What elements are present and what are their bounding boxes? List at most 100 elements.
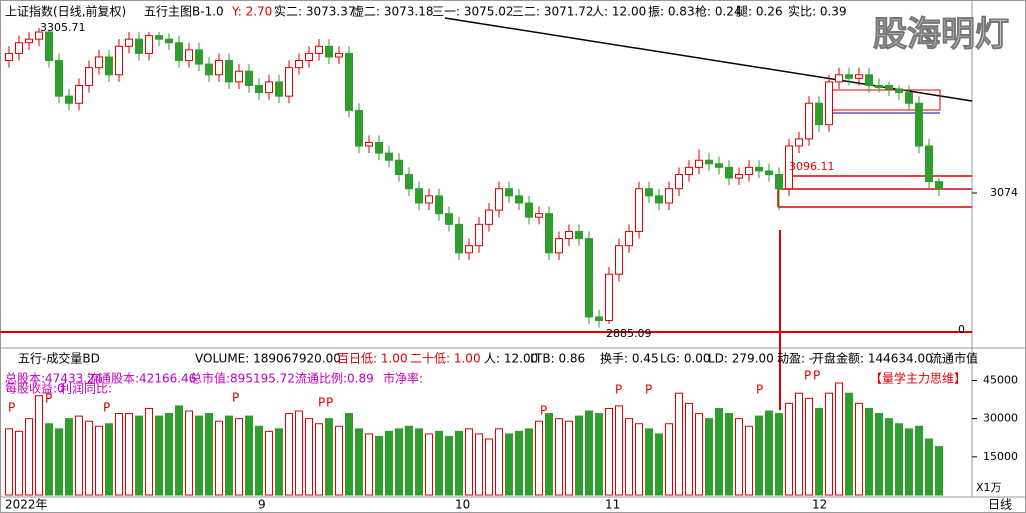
header-item: 腿: 0.26 xyxy=(736,5,783,19)
volume-bar xyxy=(125,413,133,496)
volume-bar xyxy=(825,392,833,496)
volume-bar xyxy=(65,418,73,496)
volume-item: 二十低: 1.00 xyxy=(410,352,481,366)
p-marker: P xyxy=(804,369,811,383)
candle-body xyxy=(515,195,523,204)
info-item: 利润同比: xyxy=(60,382,112,396)
p-marker: P xyxy=(540,404,547,418)
indicator: 五行主图B-1.0 xyxy=(144,5,224,19)
candle-body xyxy=(405,173,413,190)
volume-item: VOLUME: 189067920.00 xyxy=(195,352,341,366)
volume-bar xyxy=(395,428,403,496)
volume-bar xyxy=(405,425,413,496)
candle-body xyxy=(795,138,803,147)
volume-bar xyxy=(145,407,153,496)
candle-body xyxy=(235,70,243,83)
candle-body xyxy=(915,102,923,147)
candle-body xyxy=(5,52,13,62)
candle-body xyxy=(865,74,873,86)
level-label: 3096.11 xyxy=(789,160,835,173)
candle-body xyxy=(455,223,463,254)
volume-bar xyxy=(105,423,113,496)
volume-bar xyxy=(295,410,303,496)
volume-bar xyxy=(625,418,633,496)
candle-body xyxy=(315,45,323,54)
volume-bar xyxy=(325,418,333,496)
header-item: 枪: 0.24 xyxy=(695,4,742,19)
volume-bar xyxy=(335,425,343,496)
volume-bar xyxy=(655,433,663,496)
candle-body xyxy=(555,238,563,254)
info-item: 流通股本:42166.46 xyxy=(87,372,196,386)
candle-body xyxy=(185,49,193,62)
candle-body xyxy=(35,31,43,40)
candle-body xyxy=(205,63,213,76)
badge: 【量学主力思维】 xyxy=(870,371,966,386)
candle-body xyxy=(85,67,93,86)
volume-bar xyxy=(455,430,463,496)
candle-body xyxy=(495,188,503,211)
candle-body xyxy=(115,45,123,76)
candle-body xyxy=(65,95,73,104)
candle-body xyxy=(595,316,603,321)
volume-bar xyxy=(185,410,193,496)
candle-body xyxy=(345,52,353,111)
volume-bar xyxy=(465,428,473,496)
volume-bar xyxy=(75,415,83,496)
volume-bar xyxy=(515,430,523,496)
date-label: 2022年 xyxy=(5,498,48,512)
volume-bar xyxy=(415,428,423,496)
volume-bar xyxy=(845,392,853,496)
volume-bar xyxy=(255,425,263,496)
volume-bar xyxy=(505,433,513,496)
volume-bar xyxy=(925,438,933,496)
candle-body xyxy=(435,195,443,215)
volume-bar xyxy=(745,425,753,496)
p-marker: P xyxy=(45,392,52,406)
volume-bar xyxy=(775,413,783,496)
volume-bar xyxy=(235,418,243,496)
p-marker: P xyxy=(103,401,110,415)
volume-bar xyxy=(115,413,123,496)
candle-body xyxy=(25,38,33,44)
volume-item: LTB: 0.86 xyxy=(530,352,585,366)
volume-bar xyxy=(205,413,213,496)
volume-bar xyxy=(85,420,93,496)
candle-body xyxy=(215,60,223,76)
volume-bar xyxy=(95,425,103,496)
volume-bar xyxy=(5,428,13,496)
candle-body xyxy=(735,173,743,179)
volume-bar xyxy=(615,405,623,496)
volume-bar xyxy=(55,428,63,496)
volume-bar xyxy=(355,428,363,496)
volume-bar xyxy=(575,415,583,496)
volume-bar xyxy=(695,413,703,496)
volume-bar xyxy=(585,410,593,496)
candle-body xyxy=(705,159,713,165)
volume-bar xyxy=(765,410,773,496)
volume-item: 动盈: - xyxy=(777,352,813,366)
candle-body xyxy=(395,159,403,175)
volume-bar xyxy=(915,425,923,496)
p-marker: P xyxy=(615,383,622,397)
candle-body xyxy=(75,84,83,104)
candle-body xyxy=(525,202,533,218)
p-marker: P xyxy=(645,383,652,397)
candle-body xyxy=(855,74,863,79)
volume-bar xyxy=(425,433,433,496)
volume-bar xyxy=(665,423,673,496)
candle-body xyxy=(265,81,273,94)
candle-body xyxy=(885,84,893,90)
volume-bar xyxy=(175,405,183,496)
candle-body xyxy=(385,152,393,161)
candle-body xyxy=(45,31,53,62)
candle-body xyxy=(125,38,133,47)
volume-bar xyxy=(135,415,143,496)
volume-bar xyxy=(305,418,313,496)
low-label: 2885.09 xyxy=(606,327,652,340)
candle-body xyxy=(375,141,383,154)
volume-bar xyxy=(385,430,393,496)
candle-body xyxy=(165,38,173,44)
candle-body xyxy=(355,109,363,147)
